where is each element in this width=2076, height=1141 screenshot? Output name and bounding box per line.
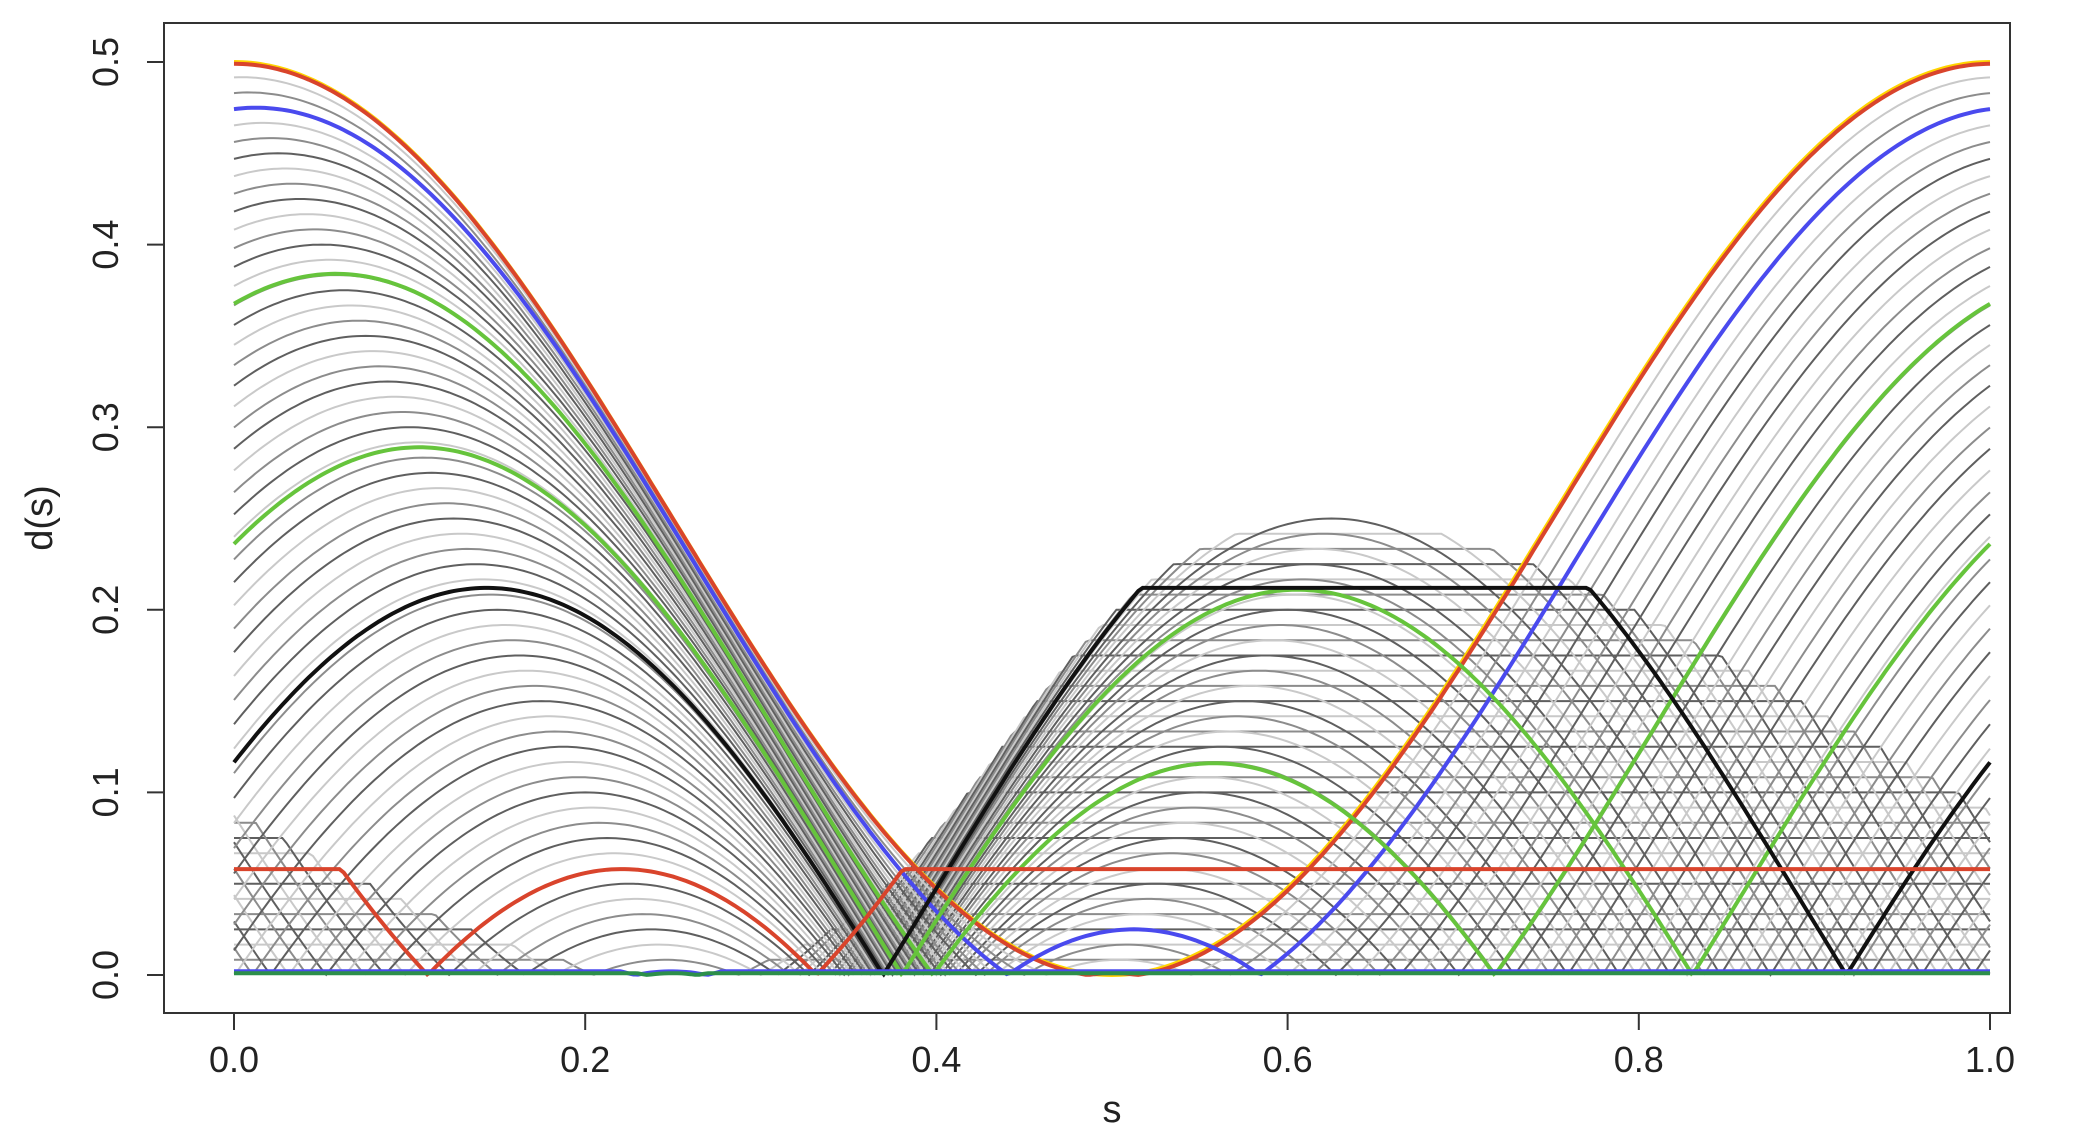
background-curve: [233, 471, 1991, 974]
background-curve: [233, 182, 1991, 977]
y-tick-label: 0.0: [85, 950, 126, 1000]
x-tick-label: 1.0: [1965, 1039, 2015, 1080]
y-tick-label: 0.4: [85, 220, 126, 270]
highlighted-curve: [233, 105, 1991, 977]
background-curve: [233, 365, 1991, 977]
background-curves: [233, 61, 1991, 977]
background-curve: [233, 334, 1991, 976]
background-curve: [233, 243, 1991, 977]
background-curve: [234, 913, 1990, 976]
background-curve: [233, 76, 1991, 976]
background-curve: [234, 852, 1990, 977]
background-curve: [233, 319, 1991, 976]
background-curve: [233, 106, 1991, 976]
highlighted-curve: [234, 971, 1990, 977]
y-tick-label: 0.1: [85, 767, 126, 817]
highlighted-curve: [232, 585, 1992, 978]
background-curve: [233, 411, 1991, 975]
background-curve: [233, 806, 1991, 977]
y-tick-label: 0.3: [85, 402, 126, 452]
x-axis: 0.0 0.2 0.4 0.6 0.8 1.0: [209, 1012, 2015, 1080]
x-tick-label: 0.6: [1263, 1039, 1313, 1080]
y-axis: 0.0 0.1 0.2 0.3 0.4 0.5: [85, 37, 165, 1000]
highlighted-curve: [233, 271, 1992, 977]
y-tick-label: 0.2: [85, 585, 126, 635]
highlighted-curves: [232, 60, 1992, 978]
background-curve: [233, 502, 1991, 976]
x-tick-label: 0.4: [911, 1039, 961, 1080]
background-curve: [233, 121, 1991, 976]
background-curve: [233, 91, 1991, 977]
background-curve: [233, 167, 1991, 977]
background-curve: [233, 228, 1991, 977]
background-curve: [233, 213, 1991, 976]
highlighted-curve: [232, 445, 1992, 978]
background-curve: [233, 380, 1991, 974]
background-curve: [233, 532, 1991, 976]
x-axis-title: s: [1103, 1089, 1122, 1131]
x-tick-label: 0.8: [1614, 1039, 1664, 1080]
x-tick-label: 0.2: [560, 1039, 610, 1080]
background-curve: [233, 715, 1991, 976]
background-curve: [233, 745, 1991, 975]
background-curve: [233, 198, 1991, 975]
background-curve: [233, 487, 1991, 977]
background-curve: [233, 426, 1991, 976]
background-curve: [233, 258, 1991, 977]
x-tick-label: 0.0: [209, 1039, 259, 1080]
background-curve: [233, 152, 1991, 977]
background-curve: [233, 547, 1991, 977]
background-curve: [233, 304, 1991, 975]
background-curve: [233, 608, 1991, 976]
background-curve: [233, 700, 1991, 976]
background-curve: [234, 897, 1990, 977]
background-curve: [233, 350, 1991, 975]
background-curve: [233, 517, 1991, 977]
background-curve: [233, 137, 1991, 977]
background-curve: [233, 563, 1991, 974]
background-curve: [233, 441, 1991, 977]
background-curve: [233, 289, 1991, 975]
background-curve: [233, 395, 1991, 976]
y-tick-label: 0.5: [85, 37, 126, 87]
highlighted-curve: [234, 867, 1990, 977]
y-axis-title: d(s): [19, 485, 61, 550]
